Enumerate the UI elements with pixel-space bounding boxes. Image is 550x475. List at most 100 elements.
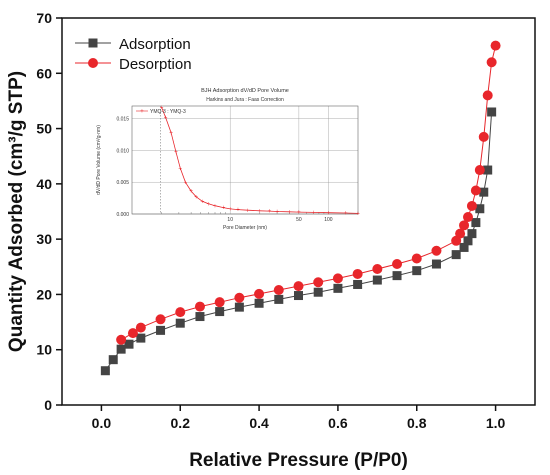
- inset-plot-data: +++++++++ + + + + + + + + + + + + + + +: [159, 105, 360, 217]
- desorption-point: [486, 57, 497, 68]
- x-tick-label: 1.0: [486, 415, 506, 431]
- x-tick-label: 0.0: [92, 415, 112, 431]
- desorption-point: [431, 245, 442, 256]
- desorption-point: [470, 185, 481, 196]
- inset-point: +: [159, 105, 163, 111]
- adsorption-point: [313, 287, 323, 297]
- adsorption-point: [451, 250, 461, 260]
- y-tick-label: 0: [44, 397, 52, 413]
- adsorption-point: [487, 107, 497, 117]
- x-tick-label: 0.8: [407, 415, 427, 431]
- adsorption-point: [333, 283, 343, 293]
- desorption-point: [194, 301, 205, 312]
- adsorption-point: [116, 344, 126, 354]
- adsorption-point: [463, 236, 473, 246]
- desorption-point: [490, 40, 501, 51]
- desorption-point: [155, 314, 166, 325]
- desorption-point: [411, 253, 422, 264]
- inset-point: +: [275, 209, 279, 215]
- adsorption-point: [156, 325, 166, 335]
- adsorption-point: [136, 333, 146, 343]
- legend: Adsorption Desorption: [75, 36, 192, 73]
- desorption-point: [455, 228, 466, 239]
- y-tick-label: 50: [36, 121, 52, 137]
- x-tick-label: 0.4: [249, 415, 269, 431]
- inset-x-tick-label: 100: [324, 217, 333, 223]
- inset-point: +: [178, 166, 182, 172]
- y-tick-label: 40: [36, 176, 52, 192]
- inset-legend-marker: +: [140, 109, 144, 115]
- desorption-point: [135, 322, 146, 333]
- adsorption-point: [254, 298, 264, 308]
- adsorption-point: [392, 271, 402, 281]
- inset-title: BJH Adsorption dV/dD Pore Volume: [201, 88, 289, 94]
- inset-point: +: [169, 130, 173, 136]
- inset-point: +: [356, 211, 360, 217]
- y-axis-title: Quantity Adsorbed (cm³/g STP): [6, 71, 27, 352]
- desorption-point: [214, 297, 225, 308]
- inset-point: +: [189, 189, 193, 195]
- adsorption-point: [195, 312, 205, 322]
- inset-legend-label: YMQ-3 : YMQ-3: [150, 109, 186, 115]
- legend-square-marker: [88, 38, 98, 48]
- inset-x-tick-label: 50: [296, 217, 302, 223]
- inset-point: +: [221, 205, 225, 211]
- adsorption-point: [100, 366, 110, 376]
- inset-point: +: [236, 207, 240, 213]
- desorption-point: [478, 131, 489, 142]
- desorption-point: [372, 263, 383, 274]
- legend-label: Desorption: [119, 56, 192, 73]
- inset-grid: 0.000 0.005 0.010 0.015 10 50 100: [116, 106, 359, 223]
- adsorption-point: [467, 229, 477, 239]
- adsorption-point: [274, 294, 284, 304]
- y-tick-label: 20: [36, 286, 52, 302]
- desorption-point: [352, 268, 363, 279]
- desorption-point: [127, 328, 138, 339]
- desorption-point: [175, 307, 186, 318]
- series-line-desorption: [120, 45, 497, 341]
- adsorption-point: [353, 279, 363, 289]
- adsorption-point: [479, 187, 489, 197]
- y-tick-label: 10: [36, 342, 52, 358]
- inset-point: +: [326, 210, 330, 216]
- adsorption-point: [234, 302, 244, 312]
- desorption-point: [459, 220, 470, 231]
- adsorption-point: [459, 242, 469, 252]
- inset-subtitle: Harkins and Jura : Faas Correction: [206, 97, 284, 103]
- bjh-inset-chart: BJH Adsorption dV/dD Pore Volume Harkins…: [96, 88, 360, 231]
- inset-point: +: [174, 149, 178, 155]
- inset-y-tick-label: 0.005: [116, 180, 129, 186]
- adsorption-point: [483, 165, 493, 175]
- inset-point: +: [206, 201, 210, 207]
- main-plot-data: [100, 40, 501, 376]
- inset-point: +: [311, 210, 315, 216]
- adsorption-point: [294, 291, 303, 301]
- desorption-point: [273, 285, 284, 296]
- inset-point: +: [245, 208, 249, 214]
- adsorption-point: [108, 355, 118, 365]
- y-tick-label: 30: [36, 231, 52, 247]
- adsorption-point: [215, 307, 225, 317]
- legend-circle-marker: [88, 58, 98, 68]
- inset-point: +: [267, 209, 271, 215]
- adsorption-point: [471, 218, 481, 228]
- y-tick-label: 60: [36, 65, 52, 81]
- adsorption-point: [124, 339, 134, 349]
- desorption-point: [254, 288, 265, 299]
- inset-x-tick-label: 10: [227, 217, 233, 223]
- adsorption-point: [412, 266, 422, 276]
- inset-plot-frame: [131, 105, 359, 215]
- x-tick-label: 0.2: [171, 415, 191, 431]
- desorption-point: [293, 281, 304, 292]
- inset-legend: + YMQ-3 : YMQ-3: [136, 109, 186, 115]
- adsorption-point: [372, 275, 382, 285]
- inset-y-tick-label: 0.010: [116, 148, 129, 154]
- x-tick-label: 0.6: [328, 415, 348, 431]
- desorption-point: [116, 334, 127, 345]
- inset-y-tick-label: 0.015: [116, 117, 129, 123]
- adsorption-point: [475, 204, 485, 214]
- inset-x-axis-title: Pore Diameter (nm): [223, 225, 267, 231]
- inset-point: +: [258, 208, 262, 214]
- desorption-point: [392, 259, 403, 270]
- desorption-point: [482, 90, 493, 101]
